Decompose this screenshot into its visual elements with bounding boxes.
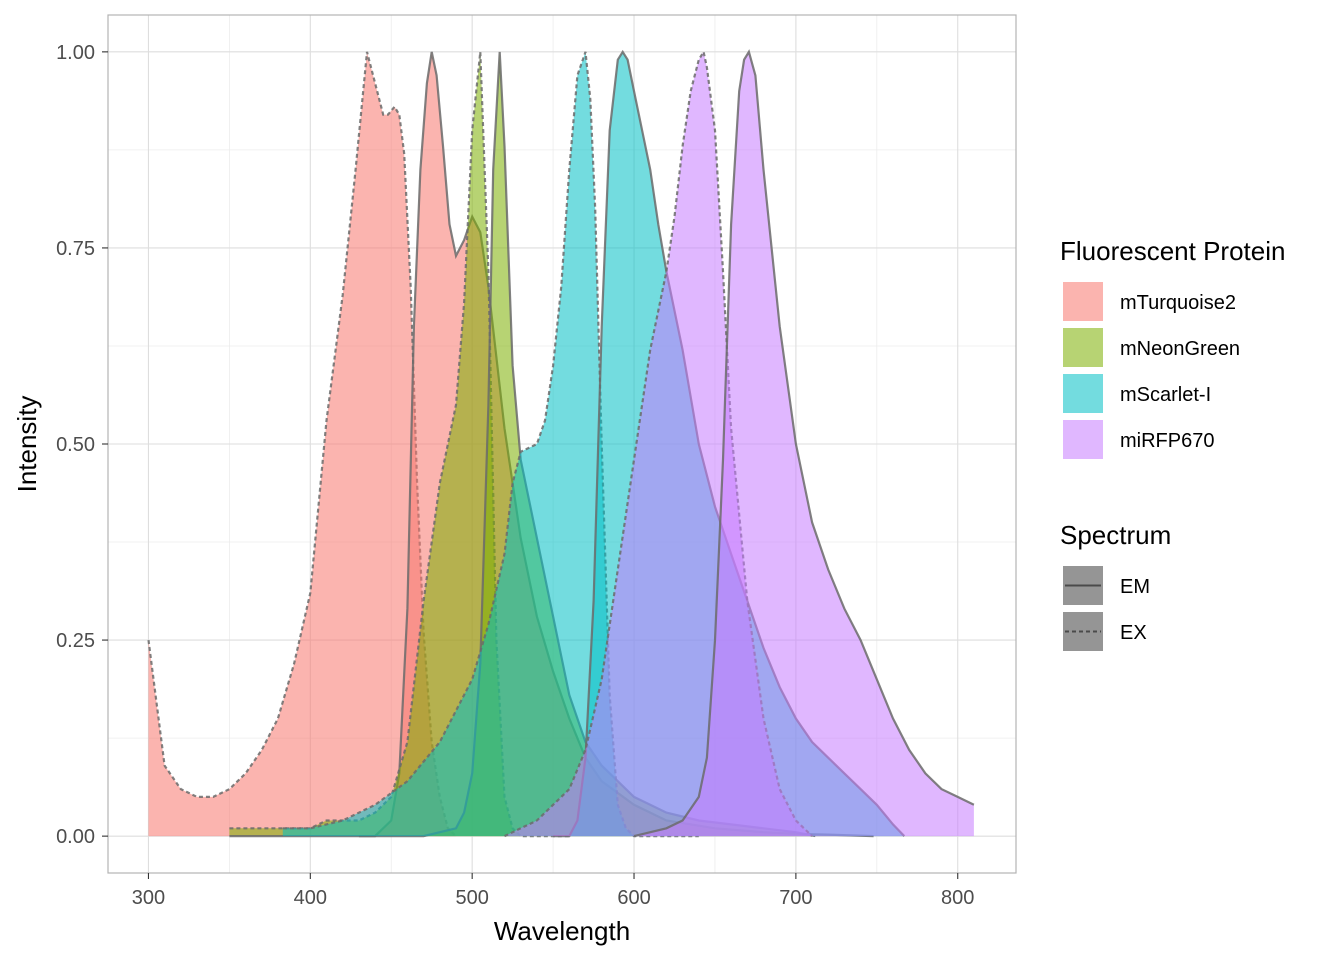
x-tick-label: 700: [779, 887, 812, 909]
x-axis-title: Wavelength: [494, 916, 630, 946]
y-tick-label: 0.75: [56, 238, 95, 260]
y-tick-label: 0.00: [56, 826, 95, 848]
fill-legend-title: Fluorescent Protein: [1060, 236, 1285, 266]
legend-label: mNeonGreen: [1120, 338, 1240, 360]
x-tick-label: 400: [294, 887, 327, 909]
legend-swatch: [1063, 420, 1103, 459]
legend-label: EM: [1120, 576, 1150, 598]
area-mturquoise2-ex: [148, 51, 456, 837]
legend: Fluorescent Protein mTurquoise2 mNeonGree…: [1060, 236, 1285, 651]
x-axis: 300 400 500 600 700 800: [132, 873, 974, 909]
outline-mirfp670-ex: [504, 48, 813, 838]
area-mirfp670-em: [634, 51, 974, 837]
x-tick-label: 600: [617, 887, 650, 909]
y-axis-title: Intensity: [12, 396, 42, 493]
x-tick-label: 500: [455, 887, 488, 909]
x-tick-label: 300: [132, 887, 165, 909]
legend-swatch: [1063, 374, 1103, 413]
linetype-legend-title: Spectrum: [1060, 520, 1171, 550]
legend-swatch: [1063, 328, 1103, 367]
legend-label: mScarlet-I: [1120, 384, 1211, 406]
outline-mscarlet-i-ex: [282, 51, 699, 838]
y-tick-label: 1.00: [56, 42, 95, 64]
series-layer: [147, 48, 975, 838]
y-tick-label: 0.25: [56, 630, 95, 652]
legend-label: mTurquoise2: [1120, 292, 1236, 314]
legend-swatch: [1063, 282, 1103, 321]
outline-mirfp670-em: [633, 49, 975, 838]
legend-label: EX: [1120, 622, 1147, 644]
x-tick-label: 800: [941, 887, 974, 909]
y-tick-label: 0.50: [56, 434, 95, 456]
fill-legend-items: mTurquoise2 mNeonGreen mScarlet-I miRFP670: [1063, 282, 1240, 459]
legend-label: miRFP670: [1120, 430, 1214, 452]
y-axis: 0.00 0.25 0.50 0.75 1.00: [56, 42, 108, 848]
linetype-legend-items: EM EX: [1063, 566, 1150, 651]
